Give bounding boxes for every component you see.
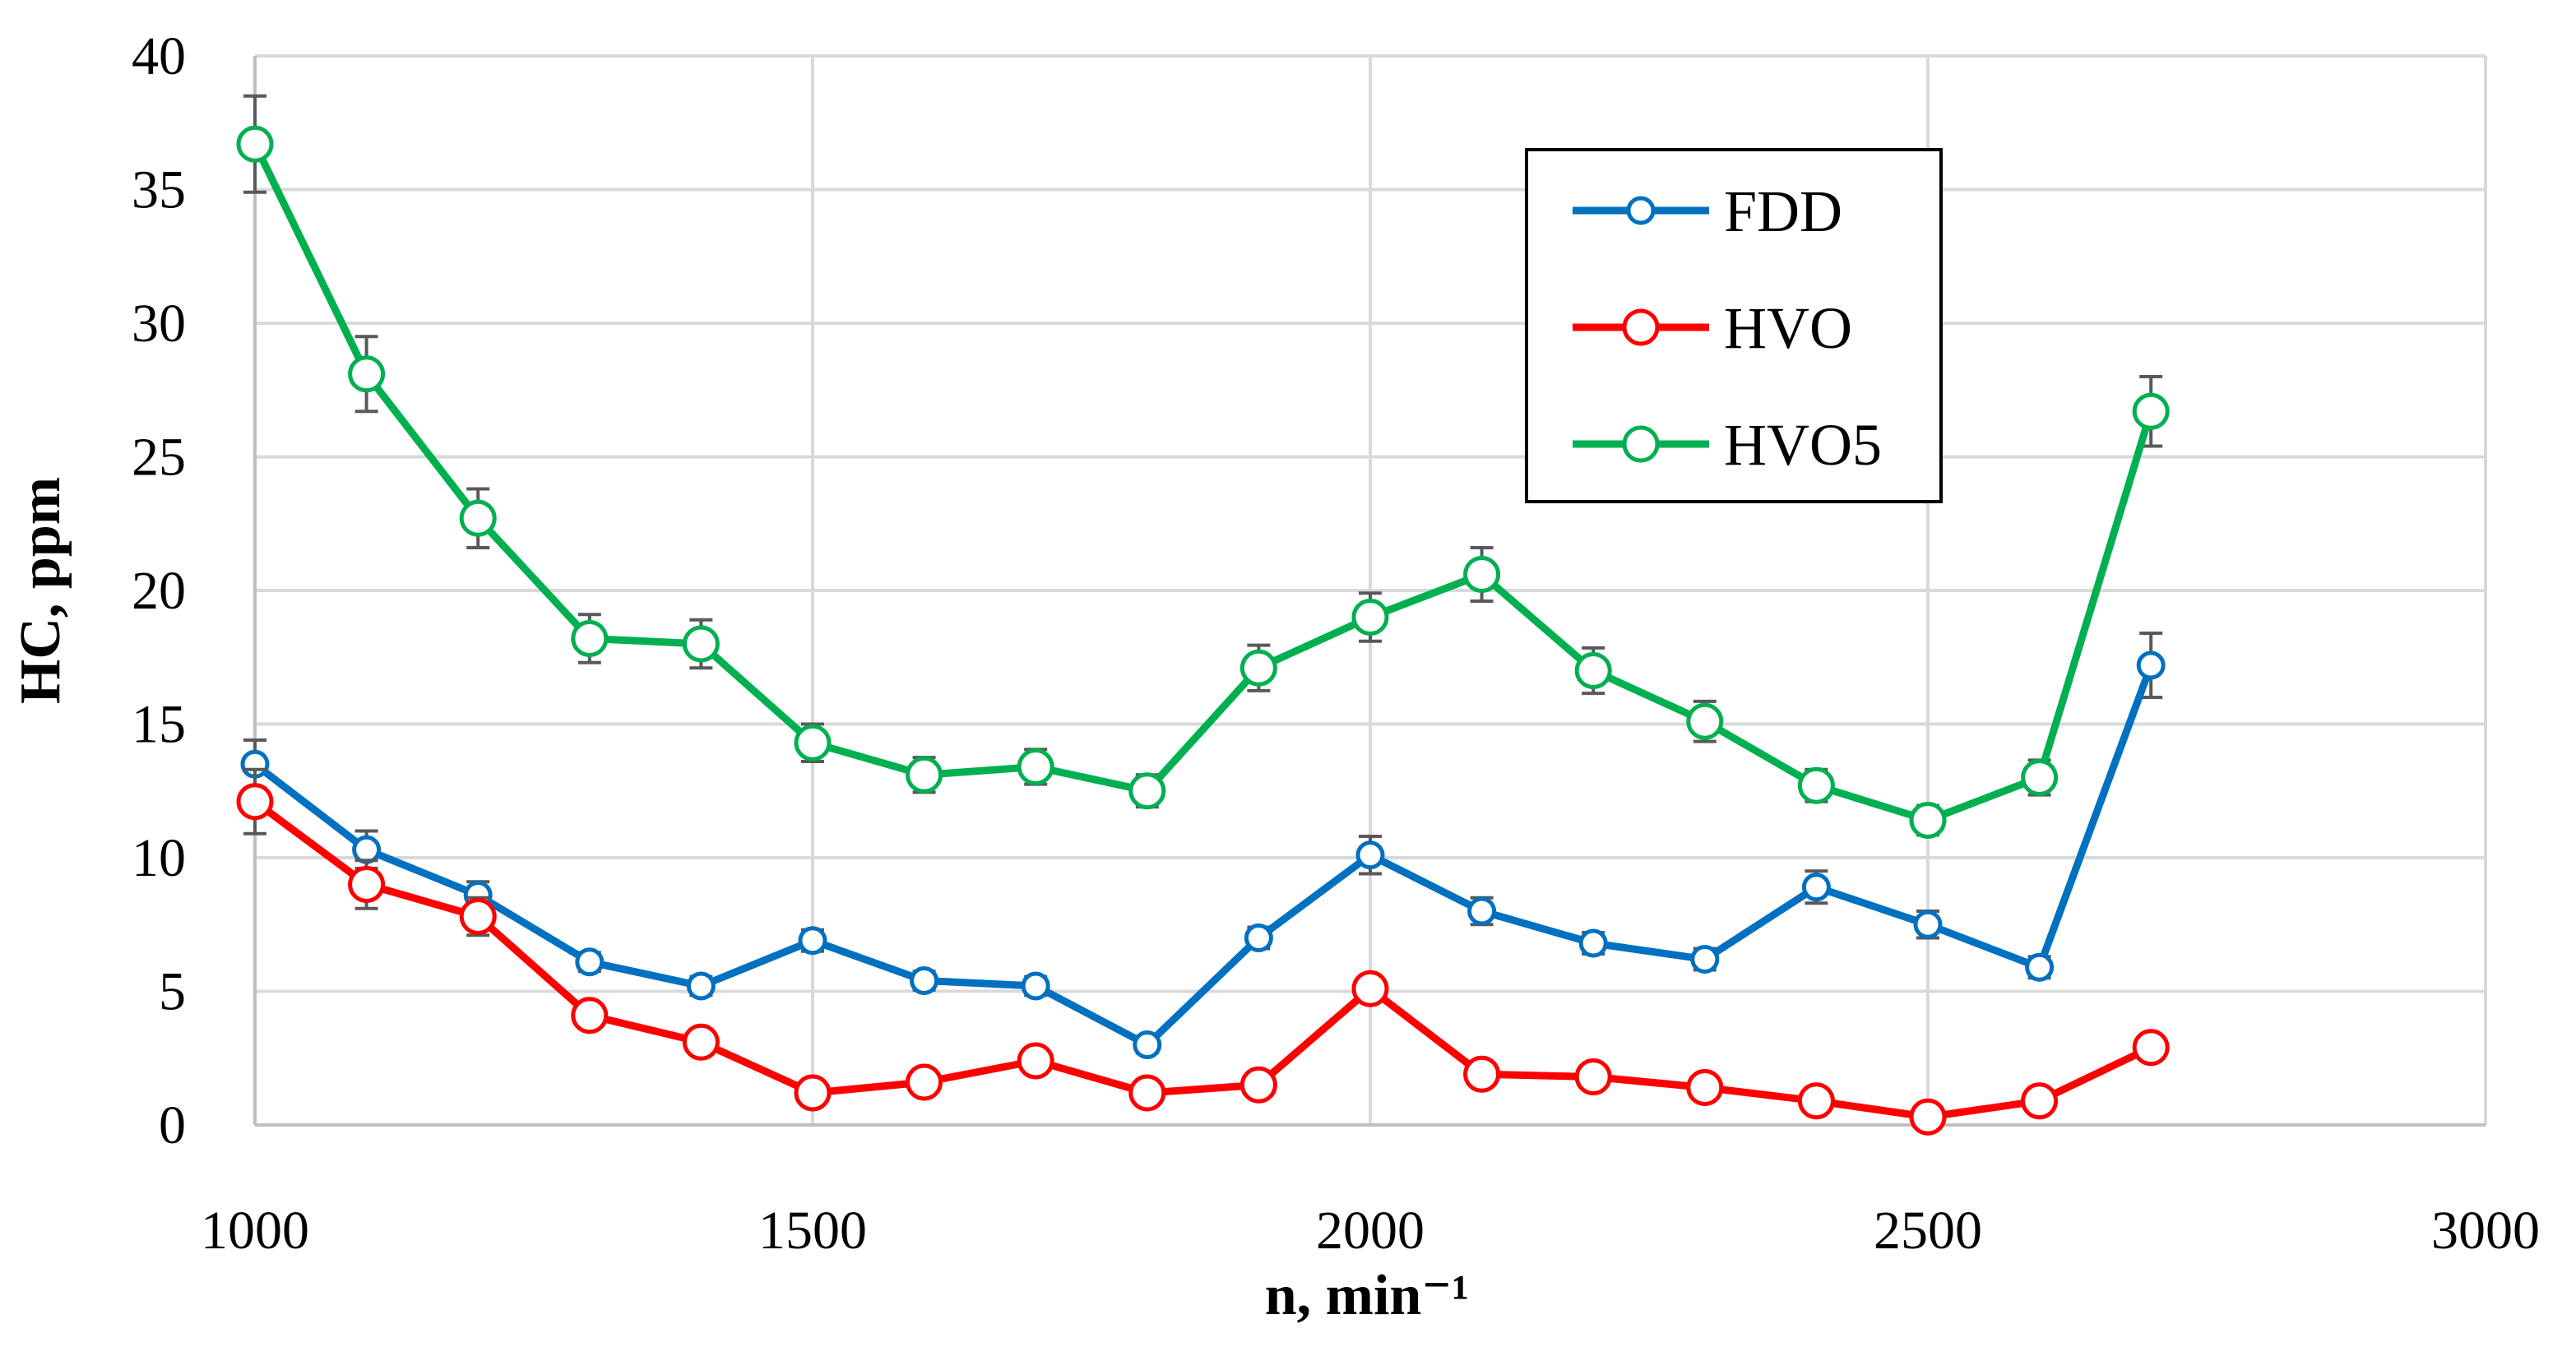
fdd-point [910,966,939,995]
y-tick-label: 20 [132,561,186,621]
hvo5-point [1463,556,1501,593]
fdd-point [1355,840,1385,870]
hvo5-point [1797,766,1835,804]
y-tick-label: 40 [132,26,186,86]
hvo-point [682,1023,720,1061]
series-fdd [240,632,2166,1059]
hvo5-line [251,142,2155,824]
legend-label: HVO [1724,295,1852,361]
legend-label: FDD [1724,178,1842,244]
series-hvo5 [236,94,2170,839]
hvo5-point [1351,599,1389,636]
hvo5-point [1128,772,1166,810]
hvo-point [1686,1069,1724,1106]
fdd-point [686,971,716,1001]
hvo-line [253,798,2153,1121]
hvo5-point [1017,748,1054,785]
fdd-point [1021,971,1050,1001]
hvo-point [1909,1098,1947,1136]
y-tick-label: 25 [132,428,186,488]
fdd-point [1578,928,1608,958]
hvo-point [1351,970,1389,1007]
y-tick-label: 15 [132,695,186,755]
hvo-point [1017,1042,1054,1080]
hvo5-point [1909,802,1947,839]
hvo5-point [682,625,720,663]
x-tick-label: 2000 [1316,1201,1425,1261]
legend-item-fdd: FDD [1573,178,1842,244]
hvo5-point [459,499,497,537]
hvo5-point [794,724,832,761]
x-tick-label: 1000 [201,1201,309,1261]
legend: FDD HVO HVO5 [1525,148,1943,503]
fdd-point [1913,910,1943,939]
fdd-line [253,664,2155,1048]
x-tick-label: 1500 [758,1201,867,1261]
hvo-point [1128,1074,1166,1112]
hvo-point [2132,1029,2170,1067]
hvo-point [236,783,274,821]
fdd-point [2136,650,2166,680]
hvo-point [1239,1066,1277,1104]
hvo-point [1463,1055,1501,1093]
legend-entries: FDD HVO HVO5 [1573,178,1882,478]
hvo5-point [1686,702,1724,740]
fdd-point [1133,1030,1162,1059]
y-tick-label: 35 [132,160,186,220]
fdd-point [352,835,382,864]
hvo-point [459,898,497,935]
tick-labels: 0 5 10 15 20 25 30 35 40 1000 1500 2000 2500 3000 [132,26,2540,1261]
legend-label: HVO5 [1724,412,1882,478]
fdd-point [2025,952,2055,982]
hvo5-point [906,756,943,794]
fdd-point [575,947,605,977]
legend-swatch-marker [1622,425,1660,463]
fdd-point [798,926,827,956]
legend-swatch-marker [1626,196,1656,225]
hvo5-point [1239,649,1277,687]
y-axis-title: HC, ppm [9,477,72,704]
axes [253,56,2486,1127]
y-tick-label: 10 [132,828,186,888]
hvo5-point [571,620,609,657]
y-tick-label: 5 [159,962,186,1022]
series-hvo [236,767,2170,1136]
hvo-point [571,997,609,1035]
data-series [236,94,2170,1136]
hvo5-point [2021,759,2059,796]
fdd-point [1467,896,1497,926]
hvo5-point [2132,392,2170,430]
hvo-point [794,1074,832,1112]
fdd-point [1244,923,1273,952]
hvo-point [348,866,386,903]
x-tick-label: 2500 [1874,1201,1982,1261]
hvo-point [2021,1082,2059,1120]
fdd-point [1801,873,1831,902]
legend-item-hvo: HVO [1573,295,1852,361]
legend-swatch-marker [1622,308,1660,346]
hvo-point [906,1063,943,1101]
y-tick-label: 0 [159,1095,186,1155]
y-tick-label: 30 [132,294,186,354]
legend-item-hvo5: HVO5 [1573,412,1882,478]
hvo-point [1797,1082,1835,1120]
hvo-point [1574,1058,1612,1095]
hvo5-point [236,125,274,163]
hvo5-point [1574,652,1612,689]
x-axis-title: n, min⁻¹ [1265,1264,1470,1327]
fdd-point [1690,945,1720,974]
hvo5-point [348,355,386,393]
x-tick-label: 3000 [2431,1201,2540,1261]
